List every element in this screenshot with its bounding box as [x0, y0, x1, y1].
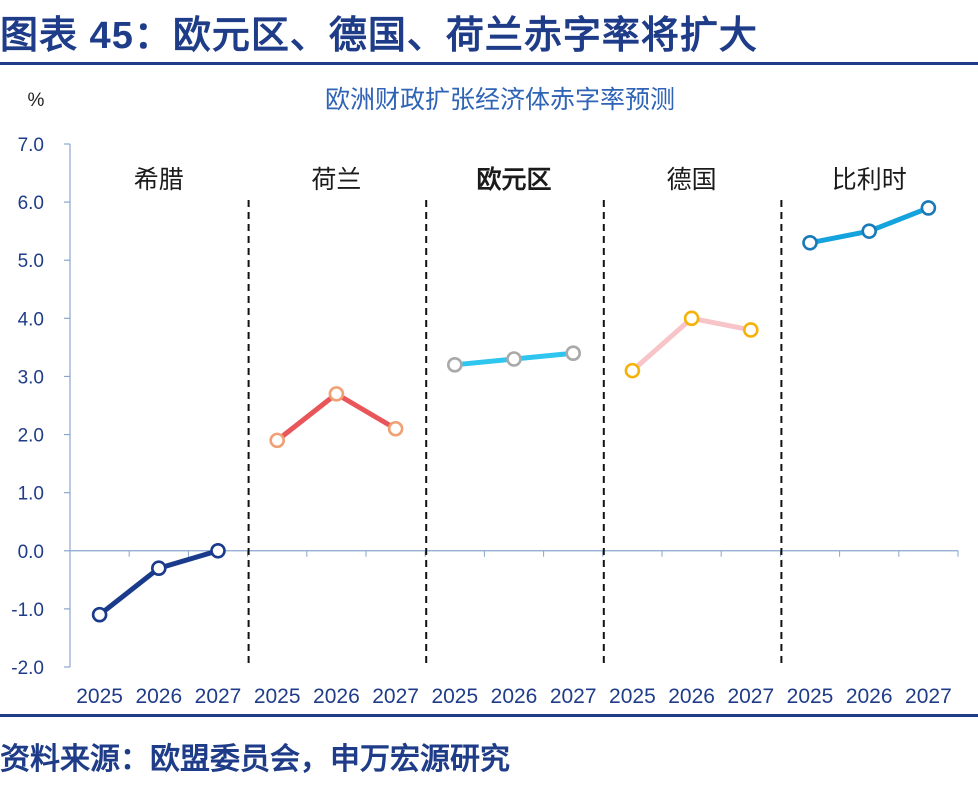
source-rule	[0, 714, 978, 717]
data-point	[210, 542, 226, 559]
x-tick-label: 2027	[372, 685, 419, 708]
data-point	[506, 351, 522, 367]
data-point	[802, 234, 818, 251]
y-tick-label: -1.0	[11, 600, 44, 621]
x-tick-label: 2027	[550, 685, 597, 708]
data-point	[920, 200, 937, 216]
x-tick-label: 2026	[313, 685, 360, 708]
line-chart: 欧洲财政扩张经济体赤字率预测 % -2.0 -1.0 0.0 1.0 2.0 3.0 4.0…	[11, 86, 959, 708]
y-tick-label: 0.0	[18, 542, 44, 563]
x-tick-label: 2025	[787, 685, 834, 708]
group-label: 荷兰	[311, 166, 361, 194]
y-tick-label: 3.0	[18, 367, 44, 388]
x-tick-label: 2027	[727, 685, 774, 708]
x-tick-label: 2025	[76, 685, 123, 708]
group-label: 德国	[667, 166, 717, 194]
group-label: 希腊	[134, 166, 184, 194]
data-point	[269, 432, 286, 449]
data-point	[861, 223, 878, 239]
x-tick-label: 2025	[609, 685, 656, 708]
y-tick-label: 6.0	[18, 193, 44, 214]
x-tick-label: 2026	[135, 685, 182, 708]
y-tick-label: 5.0	[18, 251, 44, 272]
x-tick-label: 2027	[905, 685, 952, 708]
y-tick-label: 1.0	[18, 484, 44, 505]
data-point	[387, 420, 404, 437]
chart-title: 欧洲财政扩张经济体赤字率预测	[325, 86, 675, 114]
title-rule	[0, 62, 978, 65]
data-point	[742, 322, 759, 338]
data-point	[624, 362, 641, 379]
series-line	[629, 315, 754, 374]
y-tick-label: -2.0	[11, 658, 44, 679]
y-tick-label: 7.0	[18, 135, 44, 156]
x-tick-label: 2025	[431, 685, 478, 708]
x-tick-label: 2025	[254, 685, 301, 708]
data-point	[91, 606, 108, 623]
data-point	[683, 310, 700, 327]
y-tick-label: 4.0	[18, 309, 44, 330]
y-axis-unit: %	[28, 90, 45, 111]
data-point	[151, 560, 167, 577]
y-tick-label: 2.0	[18, 426, 44, 447]
x-tick-label: 2026	[491, 685, 538, 708]
axes: -2.0 -1.0 0.0 1.0 2.0 3.0 4.0 5.0 6.0 7.0 2025 2026…	[11, 135, 959, 708]
series-line	[97, 548, 221, 618]
group-label: 比利时	[832, 166, 907, 194]
chart-marks: 希腊 荷兰 欧元区 德国 比利时	[91, 165, 937, 623]
data-point	[328, 386, 345, 402]
figure-title: 图表 45：欧元区、德国、荷兰赤字率将扩大	[0, 15, 758, 57]
x-tick-label: 2026	[668, 685, 715, 708]
source-note: 资料来源：欧盟委员会，申万宏源研究	[0, 743, 510, 776]
x-tick-label: 2027	[195, 685, 242, 708]
data-point	[446, 357, 463, 373]
group-label: 欧元区	[476, 165, 551, 194]
x-tick-label: 2026	[846, 685, 893, 708]
data-point	[565, 345, 582, 362]
